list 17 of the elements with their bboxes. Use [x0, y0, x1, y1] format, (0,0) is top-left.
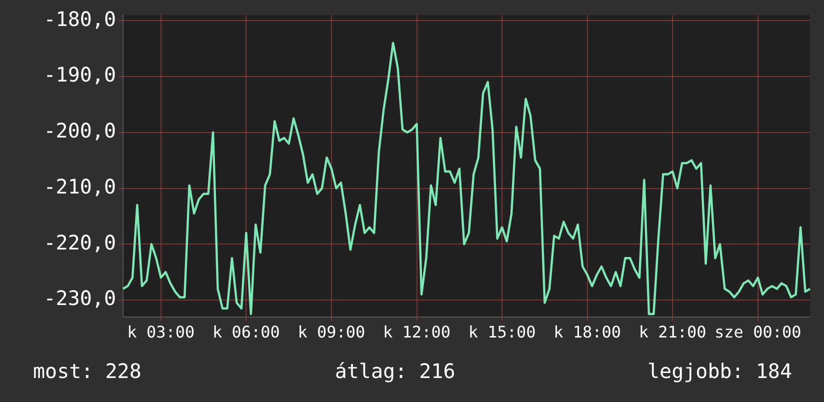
y-tick-label: -230,0 [44, 286, 116, 310]
x-tick-label: sze 00:00 [714, 322, 802, 342]
x-tick-label: k 21:00 [638, 322, 706, 342]
x-tick-label: k 03:00 [127, 322, 195, 342]
x-tick-label: k 06:00 [212, 322, 280, 342]
text: most: 228 [33, 359, 142, 383]
x-tick-label: k 18:00 [554, 322, 622, 342]
y-tick-label: -220,0 [44, 230, 116, 254]
y-tick-label: -210,0 [44, 174, 116, 198]
x-tick-label: k 15:00 [468, 322, 536, 342]
y-tick-label: -190,0 [44, 62, 116, 87]
y-tick-label: -200,0 [44, 118, 116, 143]
x-tick-label: k 12:00 [383, 322, 450, 342]
y-tick-label: -180,0 [44, 6, 116, 31]
x-tick-label: k 09:00 [298, 322, 366, 342]
text: átlag: 216 [334, 359, 456, 383]
text: legjobb: 184 [648, 359, 792, 383]
